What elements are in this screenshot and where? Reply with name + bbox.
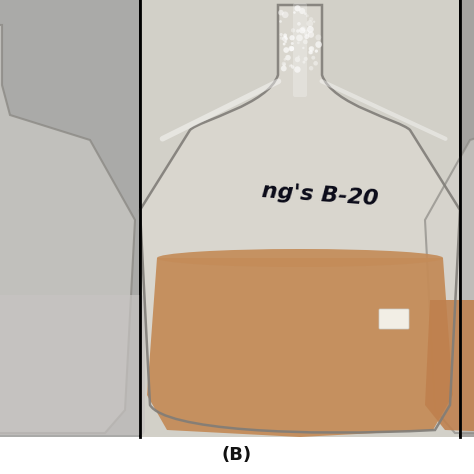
- Circle shape: [283, 58, 286, 61]
- Ellipse shape: [157, 249, 443, 267]
- FancyBboxPatch shape: [0, 295, 145, 435]
- Circle shape: [290, 35, 295, 40]
- Circle shape: [281, 65, 287, 72]
- Text: (B): (B): [222, 446, 252, 464]
- Circle shape: [280, 33, 283, 36]
- Circle shape: [285, 55, 291, 61]
- Circle shape: [284, 41, 287, 43]
- Circle shape: [309, 46, 314, 52]
- PathPatch shape: [0, 25, 135, 433]
- Circle shape: [283, 34, 287, 37]
- Circle shape: [289, 46, 294, 51]
- Circle shape: [302, 47, 305, 49]
- Circle shape: [280, 36, 283, 40]
- Circle shape: [315, 35, 321, 40]
- FancyBboxPatch shape: [293, 3, 307, 97]
- PathPatch shape: [147, 258, 453, 437]
- Circle shape: [291, 28, 295, 33]
- Circle shape: [297, 42, 300, 44]
- Circle shape: [313, 20, 315, 23]
- Circle shape: [303, 29, 310, 36]
- Circle shape: [289, 64, 292, 67]
- Circle shape: [291, 42, 294, 45]
- Circle shape: [283, 47, 289, 53]
- Circle shape: [315, 49, 318, 53]
- Circle shape: [313, 61, 318, 65]
- Circle shape: [283, 63, 286, 66]
- FancyArrowPatch shape: [163, 81, 279, 139]
- Circle shape: [291, 65, 294, 69]
- Circle shape: [282, 62, 286, 66]
- Circle shape: [307, 20, 313, 27]
- Circle shape: [304, 34, 309, 39]
- Circle shape: [282, 11, 289, 18]
- Circle shape: [309, 66, 313, 71]
- Circle shape: [285, 37, 288, 40]
- Circle shape: [304, 12, 307, 15]
- Circle shape: [296, 29, 300, 33]
- Circle shape: [308, 50, 312, 55]
- Circle shape: [311, 56, 315, 60]
- Circle shape: [282, 36, 288, 42]
- Circle shape: [289, 46, 294, 51]
- Circle shape: [303, 39, 308, 44]
- Circle shape: [278, 10, 284, 16]
- Circle shape: [315, 41, 322, 48]
- Circle shape: [294, 5, 301, 11]
- Circle shape: [291, 64, 292, 66]
- Circle shape: [301, 27, 306, 31]
- Circle shape: [304, 57, 308, 61]
- FancyArrowPatch shape: [321, 81, 446, 139]
- Circle shape: [302, 61, 305, 64]
- Circle shape: [299, 27, 305, 34]
- PathPatch shape: [140, 5, 460, 433]
- Circle shape: [283, 36, 287, 38]
- Circle shape: [309, 17, 313, 21]
- Circle shape: [293, 11, 296, 14]
- Circle shape: [279, 20, 282, 23]
- Circle shape: [295, 57, 300, 62]
- Circle shape: [309, 50, 313, 55]
- Circle shape: [299, 8, 305, 14]
- Circle shape: [309, 47, 313, 51]
- Circle shape: [307, 26, 314, 33]
- PathPatch shape: [425, 300, 474, 435]
- PathPatch shape: [425, 25, 474, 433]
- Circle shape: [306, 14, 309, 18]
- Circle shape: [298, 55, 300, 57]
- Circle shape: [283, 43, 285, 46]
- Circle shape: [297, 22, 301, 26]
- Circle shape: [296, 35, 303, 41]
- Circle shape: [294, 66, 301, 73]
- Circle shape: [308, 31, 314, 38]
- Text: ng's B-20: ng's B-20: [261, 181, 379, 209]
- FancyBboxPatch shape: [379, 309, 409, 329]
